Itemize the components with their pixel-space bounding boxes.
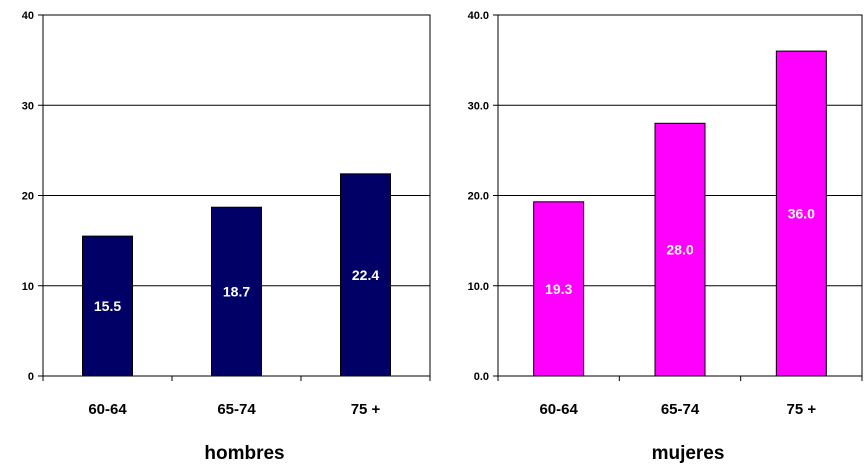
data-label: 15.5 xyxy=(94,298,121,314)
chart-title: hombres xyxy=(204,443,284,464)
data-label: 19.3 xyxy=(545,281,572,297)
data-label: 22.4 xyxy=(352,267,379,283)
y-tick-label: 20.0 xyxy=(468,191,489,203)
y-tick-label: 30 xyxy=(22,100,34,112)
chart-panel-mujeres: 0.0 10.0 20.0 30.0 40.0 19.3 60-64 28.0 65-74 36.… xyxy=(468,10,863,464)
x-tick-label: 65-74 xyxy=(217,401,256,418)
y-tick-label: 20 xyxy=(22,191,34,203)
data-label: 28.0 xyxy=(666,242,693,258)
y-tick-label: 0.0 xyxy=(474,371,489,383)
x-tick-label: 60-64 xyxy=(88,401,127,418)
bar-60-64 xyxy=(82,235,133,377)
x-tick-label: 75 + xyxy=(787,401,817,418)
data-label: 36.0 xyxy=(788,206,815,222)
x-tick-label: 60-64 xyxy=(539,401,578,418)
y-tick-label: 40.0 xyxy=(468,10,489,22)
bar-75 + xyxy=(340,173,391,377)
chart-title: mujeres xyxy=(652,443,725,464)
bar-60-64 xyxy=(533,201,585,377)
bar-75 + xyxy=(775,50,827,377)
y-tick-label: 40 xyxy=(22,10,34,22)
y-tick-label: 10.0 xyxy=(468,281,489,293)
y-tick-label: 10 xyxy=(22,281,34,293)
y-tick-label: 30.0 xyxy=(468,100,489,112)
bar-65-74 xyxy=(211,206,262,377)
x-tick-label: 65-74 xyxy=(661,401,700,418)
x-tick-label: 75 + xyxy=(351,401,381,418)
y-tick-label: 0 xyxy=(28,371,34,383)
data-label: 18.7 xyxy=(223,284,250,300)
bar-65-74 xyxy=(654,122,706,377)
chart-panel-hombres: 0 10 20 30 40 15.5 60-64 18.7 65-74 22.4 75 + hombr… xyxy=(22,10,431,464)
